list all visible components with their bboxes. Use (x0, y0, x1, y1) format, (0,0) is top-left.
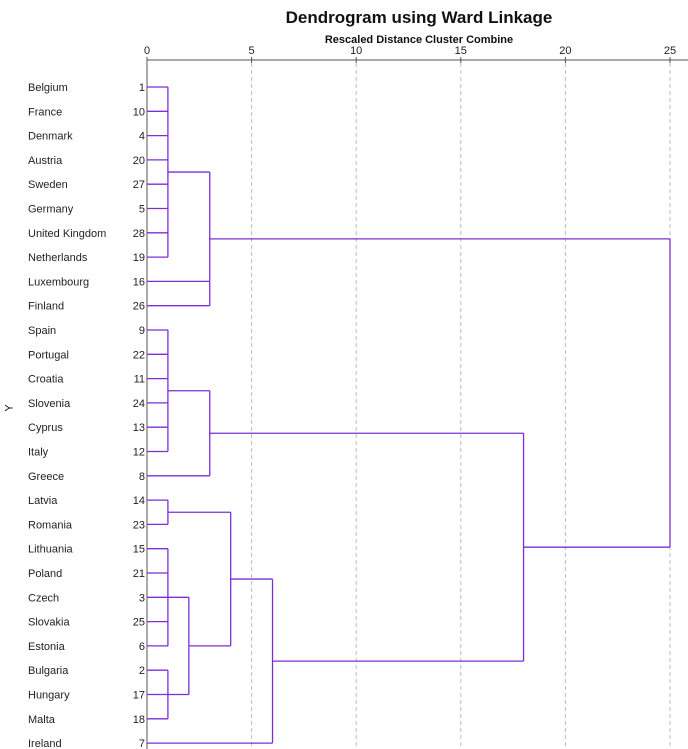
leaf-id-label: 7 (139, 738, 145, 749)
leaf-id-label: 14 (133, 495, 145, 507)
leaf-id-label: 20 (133, 155, 145, 167)
leaf-id-label: 10 (133, 106, 145, 118)
leaf-name-label: Spain (28, 325, 56, 337)
leaf-name-label: Czech (28, 592, 59, 604)
leaf-name-label: Estonia (28, 641, 66, 653)
leaf-id-label: 24 (133, 398, 145, 410)
leaf-name-label: United Kingdom (28, 228, 106, 240)
leaf-id-label: 12 (133, 447, 145, 459)
leaf-name-label: Cyprus (28, 422, 63, 434)
leaf-name-label: Netherlands (28, 252, 88, 264)
leaf-id-label: 26 (133, 301, 145, 313)
leaf-id-label: 18 (133, 714, 145, 726)
leaf-id-label: 4 (139, 131, 145, 143)
leaf-id-label: 25 (133, 617, 145, 629)
leaf-name-label: Ireland (28, 738, 62, 749)
leaf-name-label: Slovenia (28, 398, 71, 410)
leaf-id-label: 6 (139, 641, 145, 653)
leaf-id-label: 2 (139, 665, 145, 677)
leaf-id-label: 9 (139, 325, 145, 337)
leaf-name-label: Poland (28, 568, 62, 580)
leaf-name-label: Sweden (28, 179, 68, 191)
leaf-id-label: 3 (139, 592, 145, 604)
leaf-name-label: Denmark (28, 131, 73, 143)
leaf-id-label: 11 (134, 374, 145, 386)
leaf-name-label: Malta (28, 714, 56, 726)
leaf-name-label: Belgium (28, 82, 68, 94)
leaf-name-label: Finland (28, 301, 64, 313)
leaf-id-label: 27 (133, 179, 145, 191)
x-tick-label: 25 (664, 45, 676, 57)
leaf-id-label: 15 (133, 544, 145, 556)
leaf-id-label: 1 (139, 82, 145, 94)
leaf-id-label: 16 (133, 276, 145, 288)
leaf-id-label: 8 (139, 471, 145, 483)
leaf-id-label: 22 (133, 349, 145, 361)
leaf-name-label: Austria (28, 155, 63, 167)
x-tick-label: 5 (249, 45, 255, 57)
leaf-id-label: 13 (133, 422, 145, 434)
leaf-name-label: Lithuania (28, 544, 74, 556)
leaf-name-label: Romania (28, 519, 73, 531)
chart-subtitle: Rescaled Distance Cluster Combine (324, 34, 514, 46)
leaf-name-label: Italy (28, 447, 49, 459)
x-tick-label: 20 (559, 45, 571, 57)
chart-title: Dendrogram using Ward Linkage (285, 8, 553, 27)
leaf-name-label: Greece (28, 471, 64, 483)
leaf-name-label: Germany (28, 204, 74, 216)
leaf-name-label: Luxembourg (28, 276, 89, 288)
leaf-id-label: 5 (139, 204, 145, 216)
x-tick-label: 10 (350, 45, 362, 57)
leaf-name-label: France (28, 106, 62, 118)
leaf-id-label: 23 (133, 519, 145, 531)
leaf-id-label: 28 (133, 228, 145, 240)
leaf-name-label: Hungary (28, 690, 70, 702)
leaf-name-label: Bulgaria (28, 665, 69, 677)
leaf-name-label: Latvia (28, 495, 58, 507)
leaf-id-label: 21 (133, 568, 145, 580)
x-tick-label: 0 (144, 45, 150, 57)
leaf-name-label: Slovakia (28, 617, 70, 629)
leaf-name-label: Croatia (28, 374, 64, 386)
leaf-id-label: 19 (133, 252, 145, 264)
x-tick-label: 15 (455, 45, 467, 57)
leaf-name-label: Portugal (28, 349, 69, 361)
leaf-id-label: 17 (133, 690, 145, 702)
